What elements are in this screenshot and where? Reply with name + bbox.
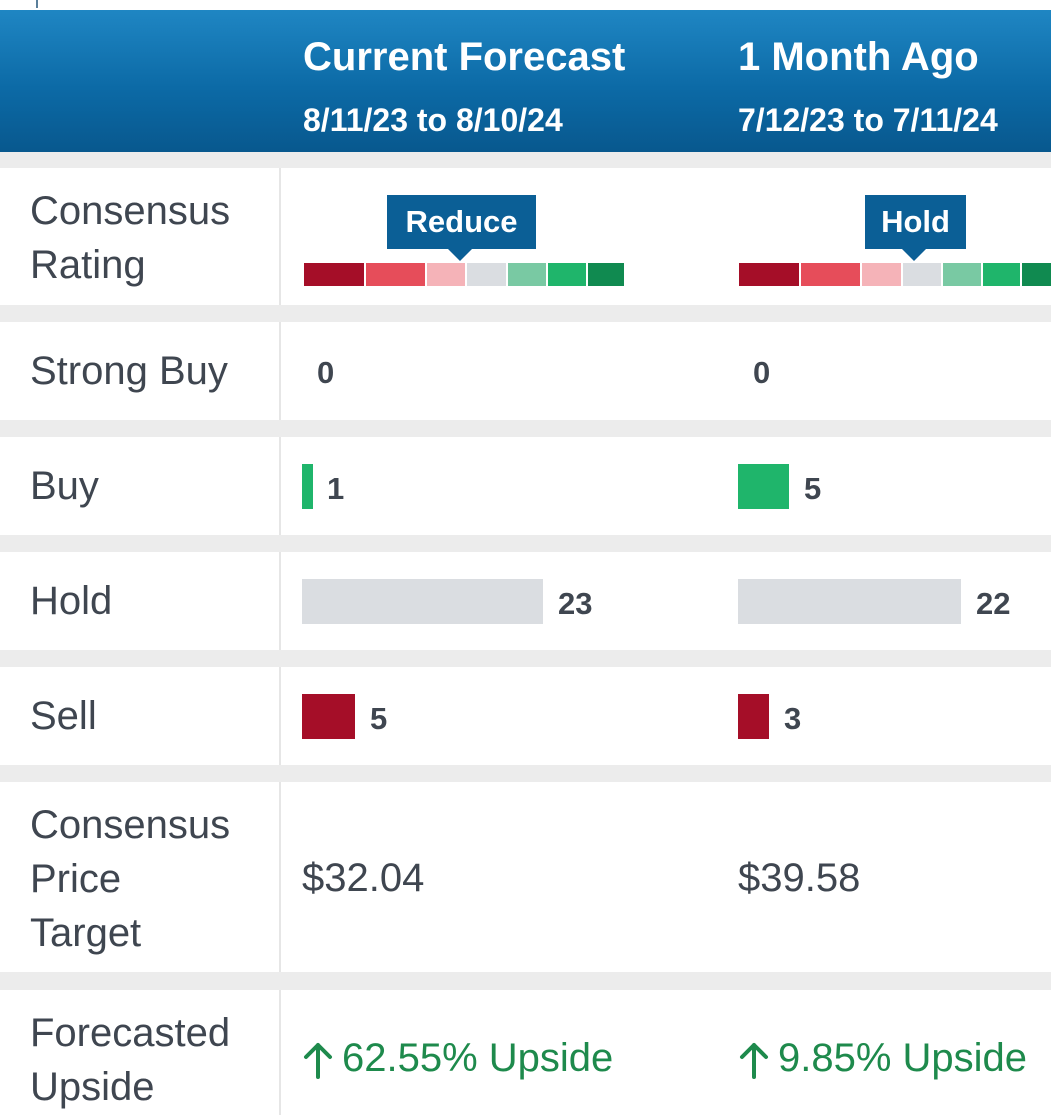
buy-count-current: 1 bbox=[327, 471, 345, 506]
rating-badge-current-text: Reduce bbox=[405, 204, 518, 239]
scale-strong-buy bbox=[1022, 263, 1051, 286]
scale-buy bbox=[983, 263, 1022, 286]
scale-sell bbox=[366, 263, 427, 286]
hold-label: Hold bbox=[30, 579, 113, 623]
badge-pointer bbox=[448, 249, 472, 261]
scale-strong-buy bbox=[588, 263, 624, 286]
strong-buy-row: Strong Buy 0 0 bbox=[0, 322, 1051, 420]
sell-count-month-ago: 3 bbox=[784, 701, 802, 736]
price-target-label-line1: Consensus bbox=[30, 803, 231, 847]
price-target-row: Consensus Price Target $32.04 $39.58 bbox=[0, 782, 1051, 972]
consensus-rating-label-line1: Consensus bbox=[30, 189, 231, 233]
current-forecast-title: Current Forecast bbox=[303, 35, 626, 79]
month-ago-range: 7/12/23 to 7/11/24 bbox=[738, 102, 998, 138]
sell-label: Sell bbox=[30, 694, 97, 738]
hold-count-month-ago: 22 bbox=[976, 586, 1011, 621]
rating-badge-current: Reduce bbox=[387, 195, 536, 261]
buy-count-month-ago: 5 bbox=[804, 471, 822, 506]
buy-row: Buy 1 5 bbox=[0, 437, 1051, 535]
upside-month-ago: 9.85% Upside bbox=[738, 1036, 1027, 1081]
strong-buy-label: Strong Buy bbox=[30, 349, 228, 393]
scale-hold bbox=[903, 263, 943, 286]
hold-bar-current bbox=[302, 579, 543, 624]
hold-count-current: 23 bbox=[558, 586, 593, 621]
buy-bar-month-ago bbox=[738, 464, 789, 509]
current-forecast-range: 8/11/23 to 8/10/24 bbox=[303, 102, 563, 138]
sell-bar-month-ago bbox=[738, 694, 769, 739]
row-label-cell: Hold bbox=[0, 552, 281, 650]
consensus-rating-label-line2: Rating bbox=[30, 243, 146, 287]
scale-strong-sell bbox=[304, 263, 366, 286]
buy-bar-current bbox=[302, 464, 313, 509]
consensus-rating-row: Consensus Rating Reduce Hold bbox=[0, 168, 1051, 305]
sell-bar-current bbox=[302, 694, 355, 739]
header-tick bbox=[36, 0, 38, 8]
rating-badge-month-ago: Hold bbox=[865, 195, 966, 261]
scale-buy bbox=[548, 263, 588, 286]
strong-buy-count-current: 0 bbox=[317, 355, 335, 390]
upside-label-line1: Forecasted bbox=[30, 1011, 231, 1055]
row-label-cell: Consensus Rating bbox=[0, 168, 281, 305]
sell-row: Sell 5 3 bbox=[0, 667, 1051, 765]
strong-buy-count-month-ago: 0 bbox=[753, 355, 771, 390]
upside-current: 62.55% Upside bbox=[302, 1036, 613, 1081]
price-target-label-line2: Price bbox=[30, 857, 122, 901]
scale-moderate-sell bbox=[427, 263, 467, 286]
upside-month-ago-text: 9.85% Upside bbox=[778, 1036, 1028, 1080]
arrow-up-icon bbox=[304, 1043, 332, 1080]
upside-row: Forecasted Upside 62.55% Upside 9.85% Up… bbox=[0, 990, 1051, 1115]
scale-strong-sell bbox=[739, 263, 801, 286]
scale-moderate-buy bbox=[943, 263, 983, 286]
buy-label: Buy bbox=[30, 464, 99, 508]
price-target-month-ago: $39.58 bbox=[738, 856, 861, 900]
row-label-cell: Consensus Price Target bbox=[0, 782, 281, 972]
scale-hold bbox=[467, 263, 508, 286]
scale-sell bbox=[801, 263, 862, 286]
rating-badge-month-ago-text: Hold bbox=[881, 204, 950, 239]
hold-row: Hold 23 22 bbox=[0, 552, 1051, 650]
row-label-cell: Sell bbox=[0, 667, 281, 765]
hold-bar-month-ago bbox=[738, 579, 961, 624]
upside-current-text: 62.55% Upside bbox=[342, 1036, 614, 1080]
rating-scale-month-ago bbox=[739, 263, 1051, 286]
price-target-label-line3: Target bbox=[30, 911, 142, 955]
upside-label-line2: Upside bbox=[30, 1065, 155, 1109]
table-header: Current Forecast 8/11/23 to 8/10/24 1 Mo… bbox=[0, 0, 1051, 152]
arrow-up-icon bbox=[740, 1043, 768, 1080]
price-target-current: $32.04 bbox=[302, 856, 425, 900]
scale-moderate-buy bbox=[508, 263, 548, 286]
row-label-cell: Strong Buy bbox=[0, 322, 281, 420]
scale-moderate-sell bbox=[862, 263, 903, 286]
month-ago-title: 1 Month Ago bbox=[738, 35, 979, 79]
row-label-cell: Buy bbox=[0, 437, 281, 535]
sell-count-current: 5 bbox=[370, 701, 388, 736]
badge-pointer bbox=[902, 249, 926, 261]
rating-scale-current bbox=[304, 263, 624, 286]
row-label-cell: Forecasted Upside bbox=[0, 990, 281, 1115]
